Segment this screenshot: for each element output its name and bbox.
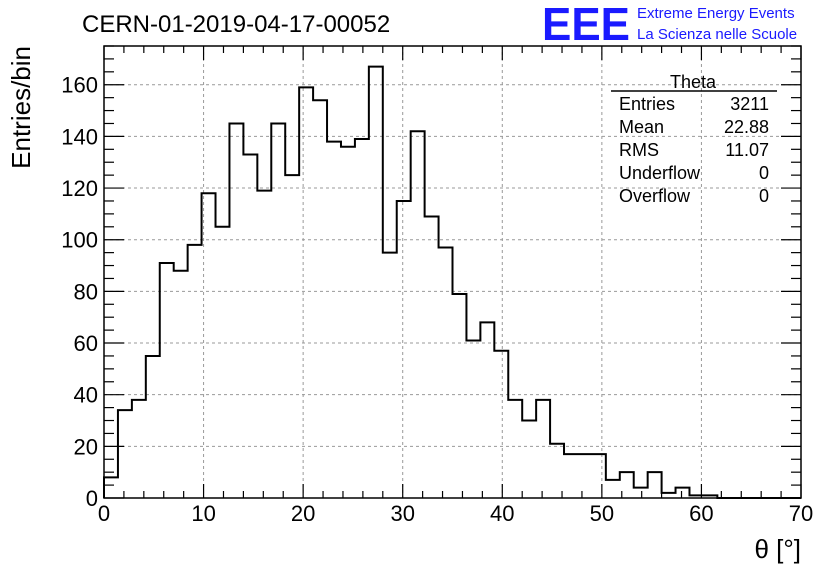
histogram-bin (174, 271, 188, 498)
histogram-bin (425, 216, 439, 498)
histogram-bin (508, 400, 522, 498)
histogram-bin (285, 175, 299, 498)
logo-line-1: Extreme Energy Events (637, 5, 795, 22)
y-tick-label: 80 (74, 279, 98, 304)
x-tick-label: 10 (191, 501, 215, 526)
histogram-bin (453, 294, 467, 498)
plot-frame (103, 45, 802, 499)
x-tick-label: 40 (490, 501, 514, 526)
histogram-bin (132, 400, 146, 498)
histogram-bin (676, 488, 690, 498)
stats-value: 0 (759, 163, 769, 183)
x-tick-label: 70 (789, 501, 813, 526)
y-axis-title: Entries/bin (6, 46, 36, 169)
y-tick-label: 140 (61, 124, 98, 149)
histogram-bin (299, 87, 313, 498)
y-tick-label: 100 (61, 228, 98, 253)
y-tick-label: 0 (86, 486, 98, 511)
stats-label: Underflow (619, 163, 701, 183)
histogram-bin (313, 100, 327, 498)
stats-value: 3211 (730, 94, 769, 114)
histogram-bin (522, 421, 536, 498)
stats-value: 22.88 (724, 117, 769, 137)
histogram-bin (160, 263, 174, 498)
stats-label: Overflow (619, 186, 691, 206)
histogram-bin (327, 142, 341, 498)
stats-value: 0 (759, 186, 769, 206)
histogram-bin (550, 444, 564, 498)
histogram-bin (383, 253, 397, 498)
histogram-bin (257, 191, 271, 498)
histogram-bin (439, 247, 453, 498)
histogram-bin (341, 147, 355, 498)
x-tick-label: 30 (390, 501, 414, 526)
histogram-bin (216, 227, 230, 498)
x-tick-label: 60 (689, 501, 713, 526)
stats-label: RMS (619, 140, 659, 160)
histogram-bin (480, 322, 494, 498)
x-tick-labels: 0 10 20 30 40 50 60 70 (98, 501, 813, 526)
y-tick-label: 120 (61, 176, 98, 201)
histogram-bin (397, 201, 411, 498)
y-tick-label: 60 (74, 331, 98, 356)
histogram-bin (648, 472, 662, 498)
histogram-bin (146, 356, 160, 498)
histogram-bin (494, 351, 508, 498)
y-tick-labels: 0 20 40 60 80 100 120 140 160 (61, 73, 98, 511)
stats-title: Theta (670, 72, 717, 92)
y-tick-label: 20 (74, 434, 98, 459)
stats-label: Mean (619, 117, 664, 137)
histogram-bin (271, 123, 285, 498)
histogram-bin (536, 400, 550, 498)
histogram-bin (578, 454, 592, 498)
histogram-outline (103, 65, 801, 499)
histogram-bin (466, 340, 480, 498)
eee-logo: EEE (542, 0, 630, 50)
stats-box: Theta Entries 3211 Mean 22.88 RMS 11.07 … (611, 72, 777, 206)
histogram-bin (592, 454, 606, 498)
histogram-bin (634, 488, 648, 498)
x-tick-label: 0 (98, 501, 110, 526)
y-tick-label: 40 (74, 383, 98, 408)
histogram-bin (411, 131, 425, 498)
histogram-bin (606, 480, 620, 498)
x-axis-title: θ [°] (754, 534, 801, 564)
histogram-bin (229, 123, 243, 498)
histogram-bin (355, 139, 369, 498)
histogram-bin (188, 245, 202, 498)
histogram-bin (118, 410, 132, 498)
x-tick-label: 50 (590, 501, 614, 526)
logo-line-2: La Scienza nelle Scuole (637, 26, 797, 43)
stats-label: Entries (619, 94, 675, 114)
x-tick-label: 20 (291, 501, 315, 526)
run-title: CERN-01-2019-04-17-00052 (82, 11, 390, 38)
histogram-bin (369, 67, 383, 498)
histogram-bin (104, 477, 118, 498)
histogram-bin (564, 454, 578, 498)
y-tick-label: 160 (61, 73, 98, 98)
stats-value: 11.07 (725, 140, 769, 160)
